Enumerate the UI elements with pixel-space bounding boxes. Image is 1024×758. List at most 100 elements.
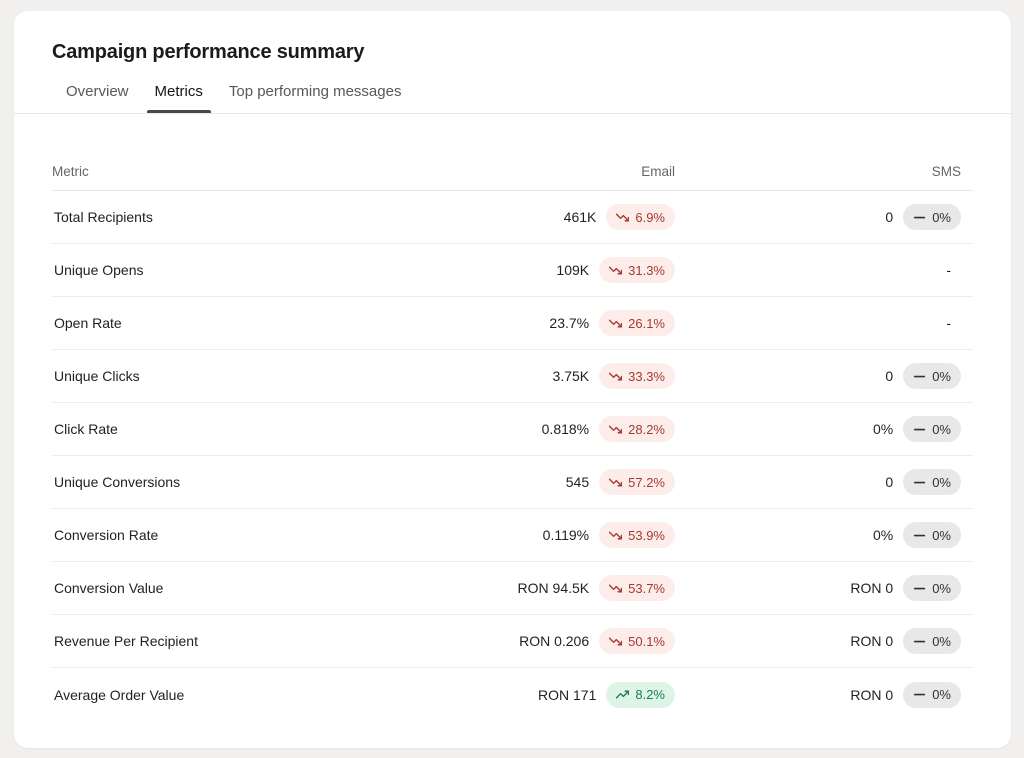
trend-badge-label: 53.7% [628,580,665,596]
sms-cell: RON 0 0% [675,628,961,654]
email-cell: 3.75K 33.3% [375,363,675,389]
trend-badge-label: 0% [932,421,951,437]
trend-badge-down: 26.1% [599,310,675,336]
trend-badge-down: 57.2% [599,469,675,495]
email-value: RON 94.5K [517,580,590,596]
trending-down-icon [609,319,623,327]
email-cell: 545 57.2% [375,469,675,495]
sms-value: - [946,315,951,331]
sms-cell: 0% 0% [675,522,961,548]
metric-label: Click Rate [54,421,118,437]
email-cell: RON 94.5K 53.7% [375,575,675,601]
email-value: 545 [565,474,590,490]
sms-value: RON 0 [850,686,894,703]
trend-badge-flat: 0% [903,681,961,708]
sms-value: RON 0 [850,633,894,649]
table-row: Click Rate 0.818% 28.2% 0% 0% [52,403,973,456]
sms-value: RON 0 [850,580,894,596]
metric-label: Total Recipients [54,209,153,225]
trending-down-icon [609,372,623,380]
table-row: Unique Clicks 3.75K 33.3% 0 0% [52,350,973,403]
sms-value: 0 [885,209,894,225]
table-row: Open Rate 23.7% 26.1% - [52,297,973,350]
email-value: RON 171 [538,686,597,703]
table-header-row: Metric Email SMS [52,153,973,191]
trend-badge-down: 31.3% [599,257,675,283]
trend-badge-label: 0% [932,209,951,225]
email-cell: 109K 31.3% [375,257,675,283]
column-header-metric: Metric [52,164,89,179]
trending-down-icon [609,478,623,486]
trending-down-icon [609,425,623,433]
tab-overview[interactable]: Overview [58,77,137,113]
tab-list: Overview Metrics Top performing messages [58,77,1011,113]
table-row: Conversion Rate 0.119% 53.9% 0% 0% [52,509,973,562]
tab-label: Overview [66,83,129,100]
sms-value: 0% [872,421,894,437]
email-value: RON 0.206 [519,633,590,649]
trending-down-icon [616,213,630,221]
trend-badge-down: 33.3% [599,363,675,389]
email-value: 461K [563,209,597,225]
email-value: 23.7% [549,315,590,331]
sms-cell: 0 0% [675,363,961,389]
metric-label: Unique Conversions [54,474,181,490]
flat-dash-icon [914,375,926,377]
flat-dash-icon [914,216,926,218]
email-value: 3.75K [552,368,590,384]
card-header: Campaign performance summary [14,11,1011,64]
trending-down-icon [609,637,623,645]
flat-dash-icon [914,693,926,696]
table-row: Conversion Value RON 94.5K 53.7% RON 0 0% [52,562,973,615]
email-value: 0.119% [542,527,590,543]
trend-badge-label: 0% [932,633,951,649]
tab-label: Metrics [154,83,203,100]
trend-badge-label: 0% [932,687,951,702]
sms-cell: - [675,262,961,278]
metric-label: Average Order Value [54,686,185,703]
sms-cell: RON 0 0% [675,681,961,708]
trend-badge-label: 0% [932,474,951,490]
metric-label: Revenue Per Recipient [54,633,198,649]
table-row: Revenue Per Recipient RON 0.206 50.1% RON 0… [52,615,973,668]
trend-badge-label: 53.9% [628,527,665,543]
trend-badge-flat: 0% [903,522,961,548]
table-row: Average Order Value RON 171 8.2% RON 0 0% [52,668,973,721]
trending-down-icon [609,266,623,274]
trending-up-icon [616,690,630,699]
trend-badge-flat: 0% [903,628,961,654]
trend-badge-label: 0% [932,527,951,543]
tab-bar: Overview Metrics Top performing messages [14,77,1011,114]
sms-cell: 0 0% [675,204,961,230]
trend-badge-label: 57.2% [628,474,665,490]
email-cell: RON 0.206 50.1% [375,628,675,654]
trend-badge-flat: 0% [903,575,961,601]
metrics-table: Metric Email SMS Total Recipients 461K 6.9… [52,153,973,721]
trend-badge-label: 0% [932,580,951,596]
sms-cell: 0 0% [675,469,961,495]
campaign-summary-card: Campaign performance summary Overview Met… [14,11,1011,748]
trend-badge-flat: 0% [903,363,961,389]
metric-label: Unique Opens [54,262,144,278]
email-cell: 461K 6.9% [375,204,675,230]
trend-badge-down: 28.2% [599,416,675,442]
page-title: Campaign performance summary [52,41,365,63]
tab-top-performing-messages[interactable]: Top performing messages [221,77,410,113]
metrics-table-body: Total Recipients 461K 6.9% 0 0% Unique Opens 1… [52,191,973,721]
flat-dash-icon [914,481,926,483]
tab-label: Top performing messages [228,83,402,100]
flat-dash-icon [914,587,926,589]
table-row: Unique Opens 109K 31.3% - [52,244,973,297]
trend-badge-label: 50.1% [628,633,665,649]
column-header-email: Email [641,164,675,179]
tab-metrics[interactable]: Metrics [146,77,212,113]
trend-badge-label: 28.2% [628,421,665,437]
trend-badge-label: 6.9% [635,209,665,225]
sms-cell: - [675,315,961,331]
email-cell: 0.818% 28.2% [375,416,675,442]
trend-badge-flat: 0% [903,204,961,230]
trend-badge-down: 6.9% [606,204,675,230]
metric-label: Open Rate [54,315,122,331]
flat-dash-icon [914,640,926,642]
sms-value: 0 [885,474,894,490]
